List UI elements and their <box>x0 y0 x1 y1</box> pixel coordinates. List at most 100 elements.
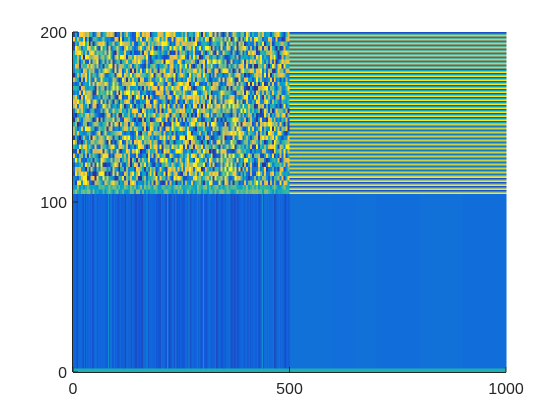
heatmap-cell-upper-left <box>116 40 119 46</box>
heatmap-cell-lower-left <box>259 193 262 373</box>
heatmap-cell-upper-left <box>226 189 229 194</box>
heatmap-cell-upper-left <box>256 72 259 78</box>
heatmap-cell-upper-left <box>169 189 172 194</box>
heatmap-cell-upper-left <box>171 112 174 118</box>
heatmap-cell-upper-left <box>240 148 243 154</box>
heatmap-cell-upper-left <box>244 117 247 123</box>
heatmap-cell-upper-left <box>224 130 227 136</box>
heatmap-cell-upper-left <box>265 148 269 154</box>
heatmap-cell-upper-left <box>118 135 121 141</box>
heatmap-cell-upper-left <box>267 67 271 73</box>
heatmap-cell-upper-left <box>76 54 80 60</box>
heatmap-cell-upper-left <box>116 72 119 78</box>
heatmap-cell-upper-right <box>289 55 507 57</box>
heatmap-cell-upper-left <box>222 148 225 154</box>
heatmap-cell-upper-left <box>191 112 194 118</box>
heatmap-cell-upper-left <box>126 112 129 118</box>
heatmap-cell-upper-left <box>112 32 115 37</box>
heatmap-cell-upper-right <box>289 71 507 73</box>
heatmap-cell-upper-left <box>206 117 210 123</box>
heatmap-cell-lower-left <box>251 193 253 373</box>
heatmap-cell-upper-right <box>289 145 507 147</box>
heatmap-cell-upper-left <box>130 94 133 100</box>
heatmap-cell-upper-right <box>289 48 507 50</box>
heatmap-cell-upper-left <box>90 49 94 55</box>
heatmap-cell-upper-left <box>114 175 117 181</box>
heatmap-cell-upper-left <box>254 94 257 100</box>
heatmap-cell-upper-left <box>183 135 186 141</box>
heatmap-cell-upper-left <box>175 81 178 87</box>
heatmap-cell-upper-left <box>193 85 196 91</box>
heatmap-cell-upper-left <box>285 175 288 181</box>
heatmap-cell-upper-left <box>88 130 92 136</box>
heatmap-cell-upper-left <box>126 81 129 87</box>
heatmap-cell-upper-left <box>94 103 98 109</box>
heatmap-cell-upper-left <box>197 45 200 51</box>
heatmap-cell-upper-left <box>132 166 135 172</box>
heatmap-cell-upper-left <box>259 54 263 60</box>
heatmap-cell-upper-left <box>277 54 281 60</box>
heatmap-cell-upper-left <box>100 139 103 145</box>
heatmap-cell-upper-left <box>189 32 192 37</box>
heatmap-cell-upper-left <box>283 49 286 55</box>
heatmap-cell-upper-left <box>244 171 247 176</box>
heatmap-cell-upper-left <box>134 99 137 105</box>
heatmap-cell-upper-left <box>173 121 176 127</box>
heatmap-cell-upper-left <box>173 126 176 132</box>
heatmap-cell-upper-left <box>98 58 101 64</box>
heatmap-cell-upper-left <box>258 40 261 46</box>
heatmap-cell-upper-left <box>220 90 223 96</box>
heatmap-cell-upper-left <box>242 144 245 150</box>
heatmap-cell-upper-left <box>86 144 90 150</box>
heatmap-cell-upper-left <box>104 126 107 132</box>
heatmap-cell-upper-left <box>116 103 119 109</box>
heatmap-cell-upper-left <box>212 166 216 172</box>
heatmap-cell-upper-left <box>76 94 80 100</box>
heatmap-cell-upper-left <box>145 157 149 163</box>
heatmap-cell-upper-left <box>246 130 249 136</box>
heatmap-cell-upper-left <box>96 108 99 114</box>
heatmap-cell-upper-left <box>265 117 269 123</box>
heatmap-cell-upper-left <box>214 45 218 51</box>
heatmap-cell-upper-left <box>212 153 216 159</box>
heatmap-cell-upper-left <box>137 112 141 118</box>
heatmap-cell-upper-left <box>252 54 255 60</box>
heatmap-cell-upper-left <box>147 184 151 190</box>
heatmap-cell-upper-left <box>279 94 283 100</box>
heatmap-cell-upper-left <box>212 126 216 132</box>
heatmap-cell-upper-left <box>122 58 125 64</box>
heatmap-cell-upper-left <box>157 94 160 100</box>
heatmap-cell-upper-left <box>92 81 96 87</box>
heatmap-cell-upper-left <box>285 81 288 87</box>
heatmap-cell-upper-left <box>159 45 162 51</box>
heatmap-cell-upper-left <box>114 90 117 96</box>
heatmap-cell-upper-left <box>147 117 151 123</box>
heatmap-cell-upper-left <box>92 117 96 123</box>
heatmap-cell-upper-left <box>275 126 279 132</box>
heatmap-cell-upper-left <box>124 85 127 91</box>
heatmap-cell-upper-left <box>283 153 286 159</box>
heatmap-cell-upper-left <box>248 148 251 154</box>
heatmap-cell-upper-left <box>139 184 143 190</box>
heatmap-cell-upper-left <box>102 184 105 190</box>
heatmap-cell-upper-left <box>161 175 164 181</box>
heatmap-cell-upper-left <box>78 166 82 172</box>
heatmap-cell-upper-left <box>240 117 243 123</box>
heatmap-cell-upper-left <box>222 130 225 136</box>
heatmap-cell-upper-left <box>198 85 202 91</box>
heatmap-cell-upper-left <box>242 36 245 42</box>
heatmap-cell-lower-left <box>79 193 81 373</box>
heatmap-cell-upper-left <box>214 36 218 42</box>
heatmap-cell-upper-left <box>73 175 76 181</box>
heatmap-cell-upper-left <box>244 144 247 150</box>
heatmap-cell-upper-left <box>181 76 184 82</box>
heatmap-cell-upper-left <box>246 153 249 159</box>
heatmap-cell-upper-left <box>189 148 192 154</box>
heatmap-cell-upper-left <box>135 63 139 69</box>
heatmap-cell-upper-left <box>198 103 202 109</box>
heatmap-cell-upper-left <box>163 180 166 185</box>
heatmap-cell-upper-left <box>234 148 237 154</box>
heatmap-cell-upper-right <box>289 172 507 174</box>
heatmap-cell-upper-left <box>78 130 82 136</box>
heatmap-cell-upper-left <box>187 45 190 51</box>
